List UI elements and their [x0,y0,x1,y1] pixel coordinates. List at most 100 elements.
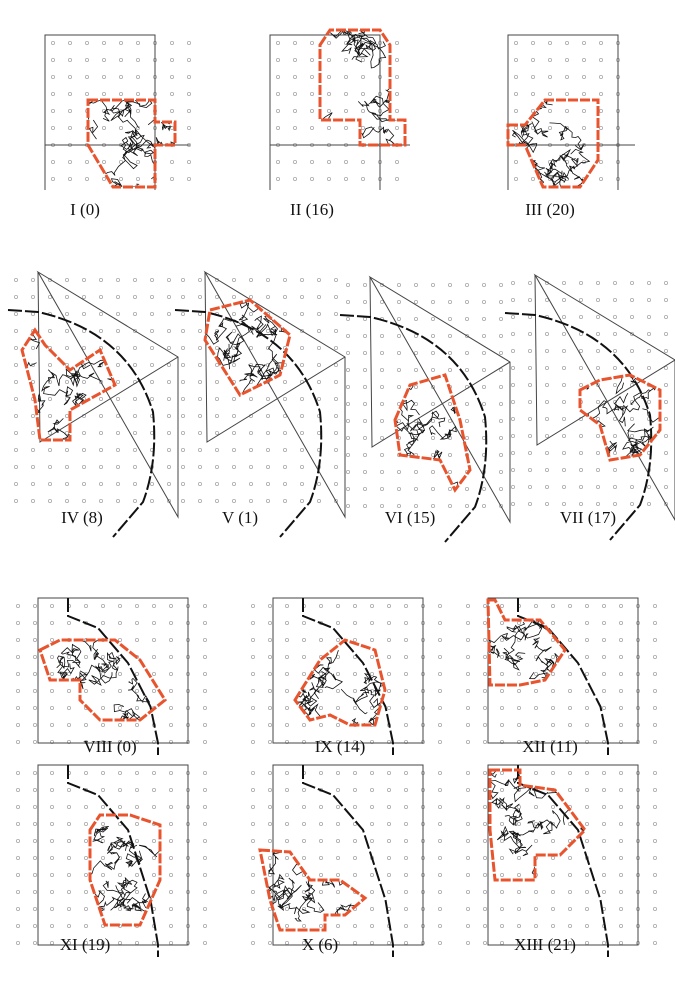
lattice-dot [187,75,190,78]
lattice-dot [276,75,279,78]
lattice-dot [596,366,599,369]
lattice-dot [562,332,565,335]
lattice-dot [465,368,468,371]
boundary [68,598,158,755]
lattice-dot [568,924,571,927]
lattice-dot [395,75,398,78]
lattice-dot [568,907,571,910]
frame [370,277,510,522]
lattice-dot [50,689,53,692]
lattice-dot [545,485,548,488]
lattice-dot [169,839,172,842]
lattice-dot [370,638,373,641]
panel: V (1) [175,272,345,537]
lattice-dot [50,638,53,641]
lattice-dot [169,856,172,859]
frame [45,35,190,190]
panel: III (20) [486,35,635,219]
lattice-dot [276,177,279,180]
lattice-dot [380,368,383,371]
lattice-dot [585,924,588,927]
lattice-dot [664,434,667,437]
lattice-dot [50,805,53,808]
lattice-dot [438,839,441,842]
lattice-dot [653,805,656,808]
lattice-dot [285,924,288,927]
lattice-dot [630,298,633,301]
lattice-dot [404,805,407,808]
lattice-dot [387,638,390,641]
lattice-dot [99,414,102,417]
lattice-dot [31,431,34,434]
lattice-dot [85,92,88,95]
lattice-dot [404,706,407,709]
lattice-dot [84,907,87,910]
lattice-dot [251,890,254,893]
panel-label: XII (11) [522,737,578,756]
lattice-dot [198,499,201,502]
lattice-dot [466,621,469,624]
lattice-dot [85,177,88,180]
lattice-dot [448,504,451,507]
lattice-dot [514,126,517,129]
lattice-dot [404,856,407,859]
lattice-dot [319,771,322,774]
lattice-dot [249,312,252,315]
lattice-dot [602,771,605,774]
lattice-dot [152,771,155,774]
lattice-dot [534,907,537,910]
lattice-dot [534,723,537,726]
lattice-dot [169,873,172,876]
lattice-dot [517,822,520,825]
lattice-dot [276,41,279,44]
lattice-dot [48,448,51,451]
lattice-dot [500,655,503,658]
lattice-dot [268,805,271,808]
lattice-dot [647,400,650,403]
lattice-dot [169,822,172,825]
lattice-dot [499,368,502,371]
lattice-dot [361,58,364,61]
lattice-dot [16,740,19,743]
lattice-dot [327,109,330,112]
lattice-dot [361,177,364,180]
lattice-dot [136,41,139,44]
lattice-dot [135,638,138,641]
lattice-dot [511,417,514,420]
lattice-dot [465,351,468,354]
lattice-dot [548,92,551,95]
lattice-dot [150,380,153,383]
lattice-dot [317,397,320,400]
lattice-dot [647,332,650,335]
lattice-dot [380,351,383,354]
lattice-dot [300,431,303,434]
lattice-dot [170,75,173,78]
lattice-dot [133,499,136,502]
lattice-dot [579,366,582,369]
lattice-dot [302,723,305,726]
lattice-dot [395,58,398,61]
lattice-dot [118,941,121,944]
lattice-dot [404,621,407,624]
lattice-dot [187,109,190,112]
lattice-dot [215,448,218,451]
lattice-dot [582,126,585,129]
lattice-dot [302,621,305,624]
lattice-dot [133,431,136,434]
lattice-dot [33,890,36,893]
lattice-dot [380,453,383,456]
lattice-dot [465,317,468,320]
lattice-dot [346,504,349,507]
lattice-dot [317,312,320,315]
lattice-dot [266,414,269,417]
lattice-dot [363,402,366,405]
lattice-dot [251,856,254,859]
lattice-dot [562,281,565,284]
lattice-dot [346,334,349,337]
lattice-dot [293,92,296,95]
lattice-dot [317,499,320,502]
lattice-dot [133,346,136,349]
lattice-dot [249,295,252,298]
lattice-dot [565,58,568,61]
lattice-dot [500,941,503,944]
